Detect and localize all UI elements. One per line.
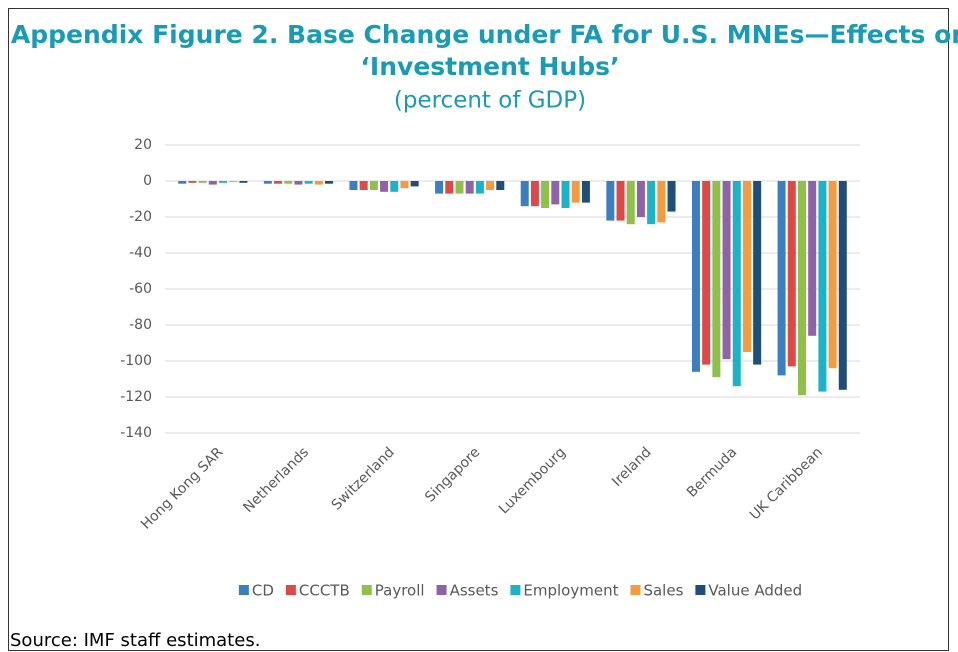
bar bbox=[818, 181, 827, 392]
bar bbox=[753, 181, 762, 365]
source-note: Source: IMF staff estimates. bbox=[10, 630, 260, 651]
x-tick-label: Switzerland bbox=[329, 444, 398, 513]
bar bbox=[239, 181, 248, 183]
x-tick-label: Luxembourg bbox=[496, 444, 569, 517]
legend-label: Value Added bbox=[708, 582, 802, 600]
bar bbox=[314, 181, 323, 185]
x-tick-label: Netherlands bbox=[240, 444, 312, 516]
legend-swatch bbox=[695, 585, 706, 595]
bar bbox=[777, 181, 786, 376]
frame bbox=[8, 8, 949, 651]
y-tick-label: -80 bbox=[129, 317, 152, 333]
bar bbox=[636, 181, 645, 217]
bar bbox=[475, 181, 484, 194]
bar bbox=[229, 181, 238, 182]
legend-swatch bbox=[285, 585, 296, 595]
y-tick-label: -140 bbox=[120, 425, 152, 441]
bar bbox=[742, 181, 751, 352]
bar bbox=[561, 181, 570, 208]
legend-swatch bbox=[436, 585, 447, 595]
legend-label: Payroll bbox=[375, 582, 425, 600]
bar bbox=[349, 181, 358, 190]
x-tick-label: Singapore bbox=[422, 444, 483, 505]
bar bbox=[667, 181, 676, 212]
bar bbox=[465, 181, 474, 194]
legend-label: Assets bbox=[450, 582, 499, 600]
legend-label: Sales bbox=[643, 582, 683, 600]
bar bbox=[178, 181, 187, 184]
bar bbox=[208, 181, 217, 185]
legend-swatch bbox=[510, 585, 521, 595]
bar bbox=[702, 181, 711, 365]
bar bbox=[380, 181, 389, 192]
legend: CD CCCTB Payroll Assets Employment Sales Value… bbox=[238, 582, 802, 600]
y-tick-label: -20 bbox=[129, 209, 152, 225]
bar bbox=[828, 181, 837, 369]
y-tick-label: -120 bbox=[120, 389, 152, 405]
bar bbox=[359, 181, 368, 190]
y-tick-label: -40 bbox=[129, 245, 152, 261]
bar bbox=[691, 181, 700, 372]
bar bbox=[712, 181, 721, 378]
bar bbox=[445, 181, 454, 194]
chart-subtitle: (percent of GDP) bbox=[394, 88, 586, 114]
bar bbox=[797, 181, 806, 396]
bar bbox=[410, 181, 419, 187]
x-tick-label: Bermuda bbox=[684, 444, 740, 500]
y-tick-label: 0 bbox=[143, 173, 152, 189]
chart-title: ‘Investment Hubs’ bbox=[360, 52, 619, 81]
bar bbox=[838, 181, 847, 390]
bar bbox=[787, 181, 796, 367]
legend-swatch bbox=[361, 585, 372, 595]
y-tick-label: 20 bbox=[134, 137, 152, 153]
bar bbox=[647, 181, 656, 225]
bar bbox=[530, 181, 539, 207]
legend-label: CCCTB bbox=[299, 582, 350, 600]
bar bbox=[325, 181, 334, 184]
legend-swatch bbox=[630, 585, 641, 595]
bar bbox=[304, 181, 313, 184]
bar bbox=[198, 181, 207, 183]
bar bbox=[616, 181, 625, 221]
y-tick-label: -100 bbox=[120, 353, 152, 369]
y-tick-label: -60 bbox=[129, 281, 152, 297]
bar bbox=[581, 181, 590, 203]
bar bbox=[274, 181, 283, 184]
bar bbox=[294, 181, 303, 185]
bar bbox=[486, 181, 495, 190]
bar bbox=[263, 181, 272, 184]
bar bbox=[571, 181, 580, 203]
legend-label: CD bbox=[252, 582, 274, 600]
legend-label: Employment bbox=[523, 582, 618, 600]
bar bbox=[626, 181, 635, 225]
legend-swatch bbox=[238, 585, 249, 595]
bar bbox=[455, 181, 464, 194]
bar bbox=[188, 181, 197, 183]
bar bbox=[732, 181, 741, 387]
bar bbox=[390, 181, 399, 192]
x-tick-label: Hong Kong SAR bbox=[138, 444, 227, 533]
bar bbox=[219, 181, 228, 183]
bar bbox=[808, 181, 817, 336]
chart-title: Appendix Figure 2. Base Change under FA … bbox=[11, 20, 958, 49]
bar bbox=[400, 181, 409, 189]
bar bbox=[551, 181, 560, 205]
bar bbox=[520, 181, 529, 207]
bar bbox=[606, 181, 615, 221]
bar bbox=[284, 181, 293, 184]
bar bbox=[496, 181, 505, 190]
bar bbox=[435, 181, 444, 194]
bar bbox=[722, 181, 731, 360]
x-tick-label: Ireland bbox=[609, 444, 655, 490]
bar bbox=[369, 181, 378, 190]
x-tick-label: UK Caribbean bbox=[747, 444, 826, 523]
bar bbox=[541, 181, 550, 208]
bar bbox=[657, 181, 666, 223]
